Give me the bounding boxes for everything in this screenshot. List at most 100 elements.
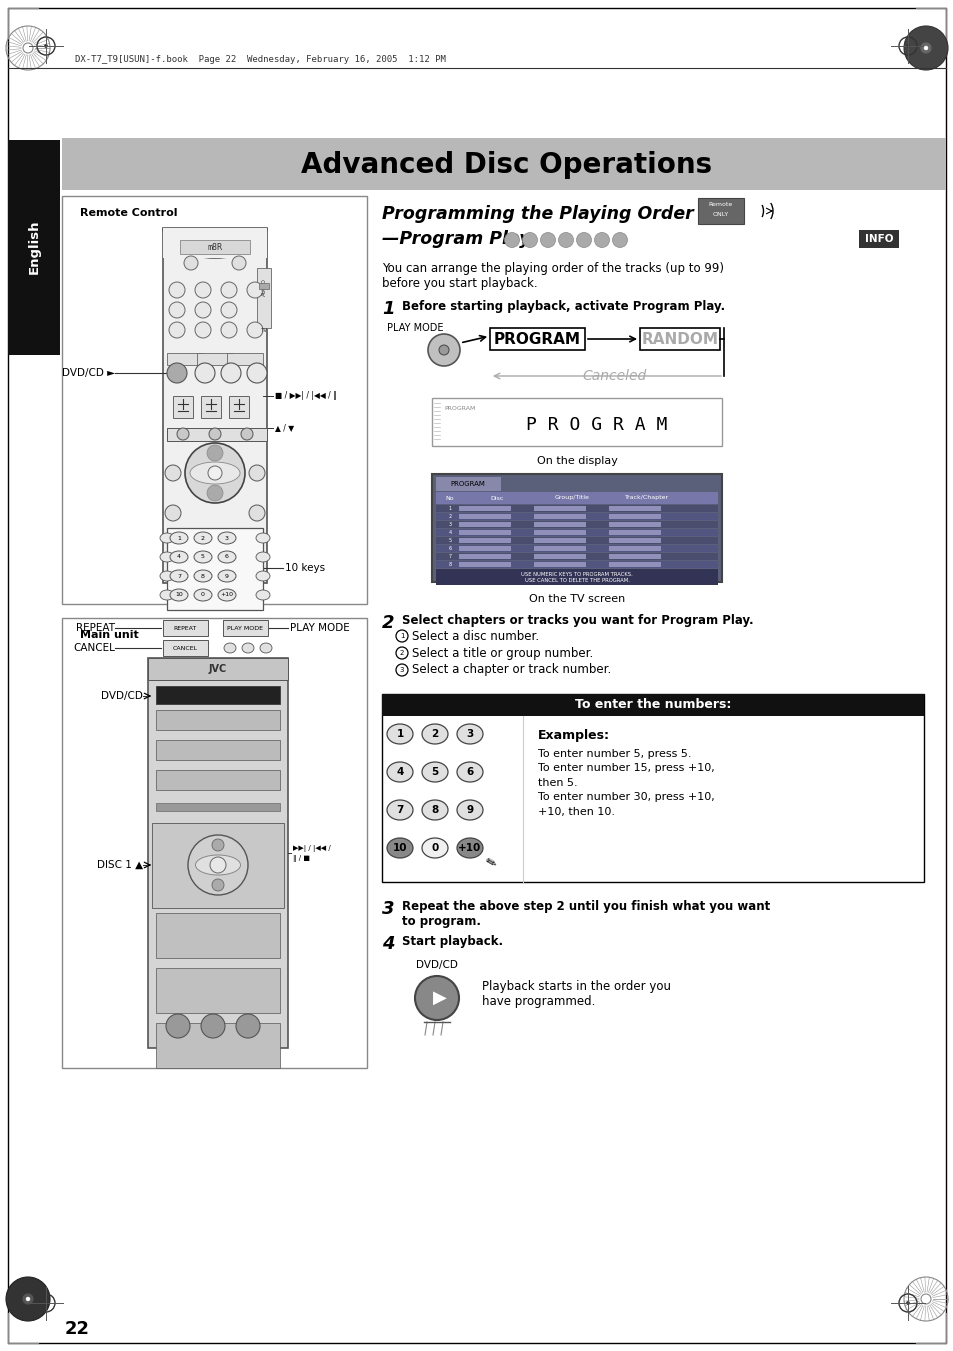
Text: 6: 6	[466, 767, 473, 777]
Text: 10 keys: 10 keys	[285, 563, 325, 573]
Text: 6: 6	[225, 554, 229, 559]
Bar	[432, 399, 721, 446]
Ellipse shape	[218, 589, 235, 601]
Text: Select a disc number.: Select a disc number.	[412, 630, 538, 643]
Bar	[156, 686, 280, 704]
Bar	[534, 521, 585, 527]
Ellipse shape	[160, 553, 173, 562]
Circle shape	[212, 880, 224, 892]
Bar	[436, 536, 718, 544]
Ellipse shape	[387, 800, 413, 820]
Text: DVD/CD ►: DVD/CD ►	[62, 367, 115, 378]
Text: —Program Play: —Program Play	[381, 230, 530, 249]
Circle shape	[612, 232, 627, 247]
Text: 7: 7	[177, 574, 181, 578]
Bar	[8, 141, 60, 355]
Bar	[148, 658, 288, 1048]
Bar	[490, 328, 584, 350]
Bar	[436, 544, 718, 553]
Bar	[180, 240, 250, 254]
Circle shape	[594, 232, 609, 247]
Text: On the display: On the display	[536, 457, 617, 466]
Circle shape	[210, 857, 226, 873]
Circle shape	[208, 466, 222, 480]
Text: Select chapters or tracks you want for Program Play.: Select chapters or tracks you want for P…	[401, 613, 753, 627]
Ellipse shape	[160, 590, 173, 600]
Bar	[436, 561, 718, 567]
Bar	[458, 546, 511, 551]
Bar	[167, 353, 203, 365]
Text: 2: 2	[381, 613, 395, 632]
Ellipse shape	[387, 762, 413, 782]
Text: 10: 10	[175, 593, 183, 597]
Bar	[858, 230, 898, 249]
Text: JVC: JVC	[209, 663, 227, 674]
Circle shape	[185, 443, 245, 503]
Circle shape	[194, 282, 211, 299]
Ellipse shape	[170, 551, 188, 563]
Bar	[458, 530, 511, 535]
Text: To enter number 5, press 5.
To enter number 15, press +10,
then 5.
To enter numb: To enter number 5, press 5. To enter num…	[537, 748, 714, 816]
Text: Canceled: Canceled	[582, 369, 646, 382]
Text: Remote: Remote	[708, 203, 732, 208]
Circle shape	[184, 255, 198, 270]
Ellipse shape	[218, 570, 235, 582]
Text: 3: 3	[381, 900, 395, 917]
Ellipse shape	[421, 800, 448, 820]
Bar	[608, 554, 660, 559]
Text: 8: 8	[448, 562, 451, 567]
Text: +10: +10	[457, 843, 481, 852]
Bar	[458, 507, 511, 511]
Circle shape	[201, 1015, 225, 1038]
Ellipse shape	[456, 762, 482, 782]
Bar	[534, 538, 585, 543]
Text: 3: 3	[466, 730, 473, 739]
Circle shape	[247, 363, 267, 382]
Bar	[156, 740, 280, 761]
Text: DVD/CD: DVD/CD	[416, 961, 457, 970]
Bar	[381, 694, 923, 716]
Circle shape	[221, 303, 236, 317]
Circle shape	[395, 663, 408, 676]
Circle shape	[249, 465, 265, 481]
Bar	[436, 530, 718, 536]
Text: Select a title or group number.: Select a title or group number.	[412, 647, 593, 659]
Circle shape	[235, 1015, 260, 1038]
Circle shape	[905, 1301, 908, 1305]
Text: 1: 1	[399, 634, 404, 639]
Bar	[229, 396, 249, 417]
Text: Repeat the above step 2 until you finish what you want
to program.: Repeat the above step 2 until you finish…	[401, 900, 769, 928]
Bar	[167, 428, 267, 440]
Ellipse shape	[456, 838, 482, 858]
Bar	[172, 396, 193, 417]
Text: PROGRAM: PROGRAM	[450, 481, 485, 486]
Bar	[458, 513, 511, 519]
Bar	[196, 353, 233, 365]
Text: 2: 2	[399, 650, 404, 657]
Circle shape	[576, 232, 591, 247]
Bar	[608, 521, 660, 527]
Bar	[608, 513, 660, 519]
Text: P R O G R A M: P R O G R A M	[526, 416, 667, 434]
Text: INFO: INFO	[863, 234, 892, 245]
Bar	[381, 694, 923, 882]
Text: 7: 7	[448, 554, 451, 559]
Ellipse shape	[170, 570, 188, 582]
Text: Before starting playback, activate Program Play.: Before starting playback, activate Progr…	[401, 300, 724, 313]
Text: Track/Chapter: Track/Chapter	[624, 496, 668, 500]
Text: Examples:: Examples:	[537, 730, 609, 742]
Text: USE NUMERIC KEYS TO PROGRAM TRACKS.: USE NUMERIC KEYS TO PROGRAM TRACKS.	[520, 571, 632, 577]
Text: 0: 0	[201, 593, 205, 597]
Circle shape	[169, 282, 185, 299]
Bar	[534, 513, 585, 519]
Text: Advanced Disc Operations: Advanced Disc Operations	[301, 151, 712, 178]
Ellipse shape	[190, 462, 240, 484]
Text: 4: 4	[448, 530, 451, 535]
Circle shape	[45, 45, 48, 47]
Bar	[436, 513, 718, 520]
Bar	[436, 577, 718, 585]
Bar	[436, 569, 718, 580]
Bar	[534, 546, 585, 551]
Circle shape	[415, 975, 458, 1020]
Ellipse shape	[421, 838, 448, 858]
